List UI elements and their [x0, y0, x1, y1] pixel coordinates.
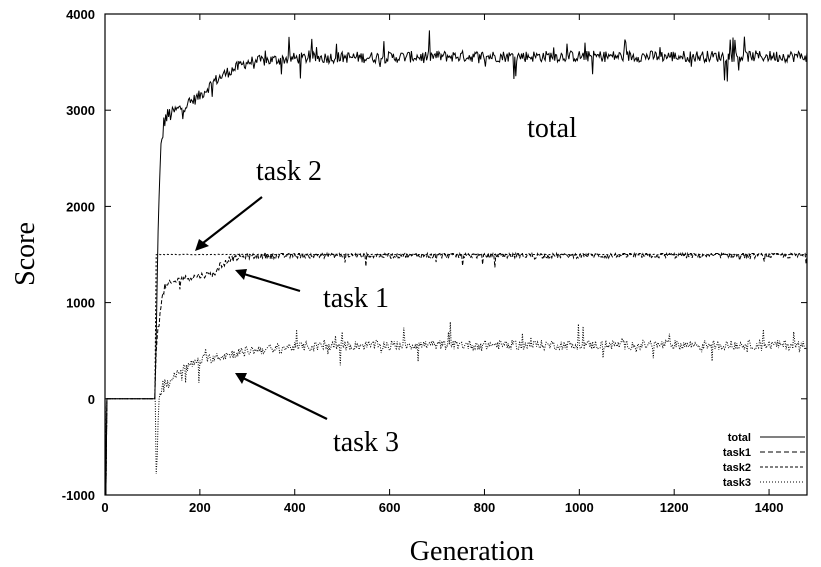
x-tick-label: 200 [189, 500, 211, 515]
annotation-arrow-task2 [195, 196, 263, 251]
annotation-arrow-task3 [235, 373, 328, 420]
y-tick-label: 4000 [66, 7, 95, 22]
annotation-task1: task 1 [323, 283, 389, 314]
x-tick-label: 400 [284, 500, 306, 515]
x-tick-label: 1200 [660, 500, 689, 515]
series-line-total [104, 30, 808, 496]
y-tick-label: -1000 [62, 488, 95, 503]
annotation-task3: task 3 [333, 427, 399, 458]
legend-label-task1: task1 [723, 447, 751, 459]
legend: total task1 task2 task3 [723, 432, 805, 489]
legend-label-task3: task3 [723, 477, 751, 489]
y-tick-label: 2000 [66, 199, 95, 214]
annotation-arrow-task1 [235, 269, 301, 293]
x-tick-label: 0 [101, 500, 108, 515]
legend-label-task2: task2 [723, 462, 751, 474]
series-line-task3 [104, 321, 808, 496]
x-tick-label: 600 [379, 500, 401, 515]
x-tick-label: 1400 [755, 500, 784, 515]
legend-label-total: total [728, 432, 751, 444]
ticks-layer: 0 200 400 600 800 1000 1200 1400 -1000 0 1000 2000 3… [62, 7, 807, 515]
x-tick-label: 800 [474, 500, 496, 515]
y-axis-title: Score [10, 222, 41, 286]
plot-frame [104, 13, 808, 496]
y-tick-label: 0 [88, 392, 95, 407]
series-layer [104, 30, 808, 496]
annotation-task2: task 2 [256, 156, 322, 187]
series-line-task2 [104, 252, 808, 496]
series-line-task1 [104, 251, 808, 496]
annotation-total: total [527, 113, 577, 144]
x-tick-label: 1000 [565, 500, 594, 515]
x-axis-title: Generation [410, 536, 534, 567]
y-tick-label: 3000 [66, 103, 95, 118]
y-tick-label: 1000 [66, 296, 95, 311]
